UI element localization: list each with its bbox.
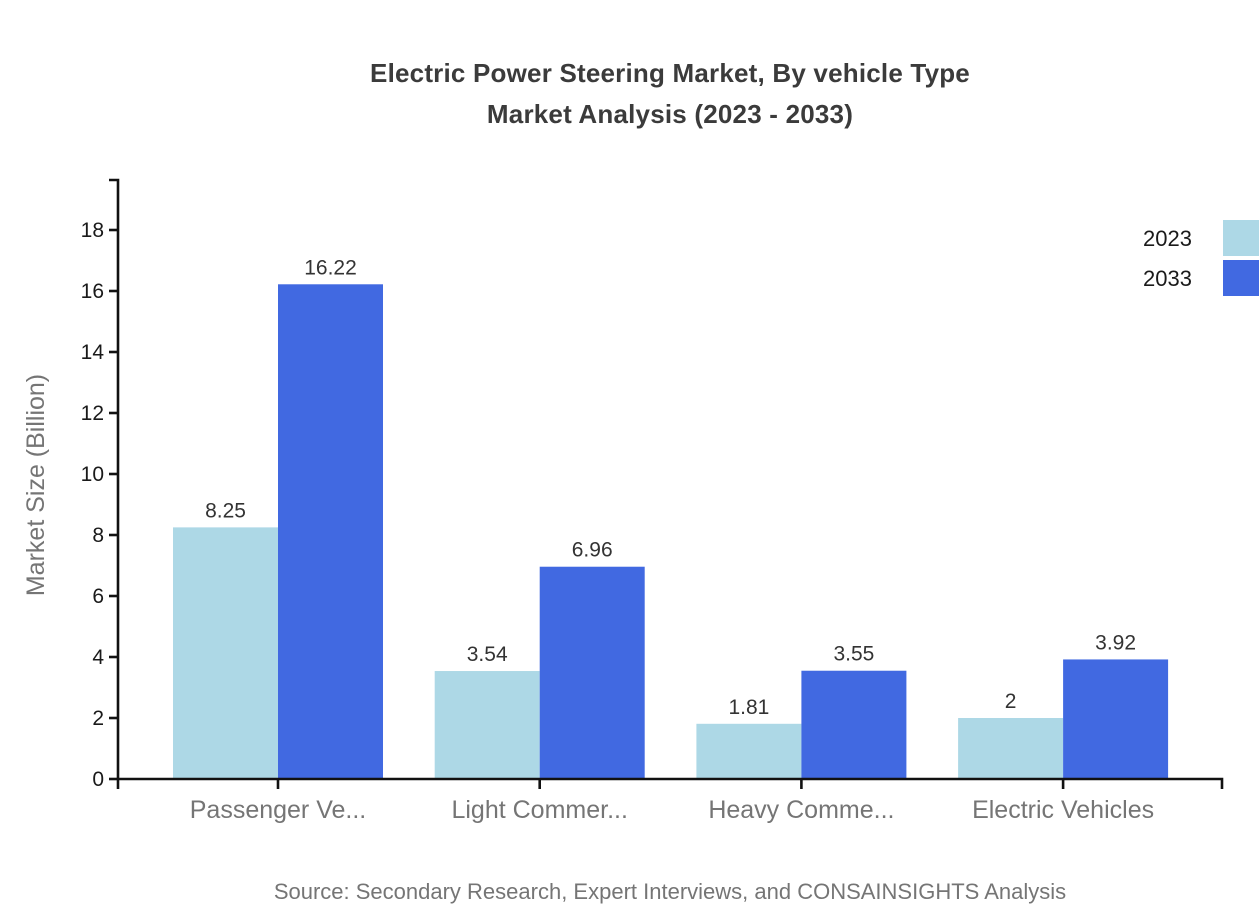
bar-2033 [539,566,645,779]
y-tick-label: 8 [92,524,104,547]
bar-2023 [173,527,278,779]
bar-value-label: 3.54 [467,643,508,666]
y-tick-label: 6 [92,585,104,608]
legend-label-2033: 2033 [1143,266,1192,291]
bar-2023 [696,723,802,779]
chart-title-line2: Market Analysis (2023 - 2033) [486,99,854,129]
bar-2023 [958,718,1064,779]
bar-2033 [801,670,907,779]
bar-value-label: 8.25 [205,499,246,522]
bar-value-label: 3.55 [833,643,874,666]
y-tick-label: 0 [92,768,104,791]
source-note: Source: Secondary Research, Expert Inter… [273,879,1067,904]
y-tick-label: 16 [81,280,104,303]
x-axis-category-label: Light Commer... [451,796,627,824]
x-axis-category-label: Passenger Ve... [190,796,367,824]
y-axis-line [109,178,120,779]
x-axis-line [116,777,1224,789]
bar-value-label: 16.22 [304,256,357,279]
bar-value-label: 1.81 [728,696,769,719]
chart-title: Electric Power Steering Market, By vehic… [80,53,1260,135]
y-tick-label: 18 [81,219,104,242]
y-tick-label: 10 [81,463,104,486]
x-axis-category-label: Electric Vehicles [972,796,1154,824]
legend-swatch-2033 [1223,260,1259,296]
legend-label-2023: 2023 [1143,226,1192,251]
chart-title-line1: Electric Power Steering Market, By vehic… [370,58,970,88]
bar-2023 [434,671,540,779]
bar-2033 [1063,659,1169,779]
y-tick-label: 12 [81,402,104,425]
y-tick-label: 14 [81,341,105,364]
bar-2033 [278,284,383,779]
y-tick-label: 4 [92,646,104,669]
bar-value-label: 2 [1005,690,1017,713]
y-tick-label: 2 [92,707,104,730]
x-axis-category-label: Heavy Comme... [708,796,894,824]
bar-value-label: 3.92 [1095,631,1136,654]
bar-value-label: 6.96 [572,539,613,562]
legend-swatch-2023 [1223,220,1259,256]
